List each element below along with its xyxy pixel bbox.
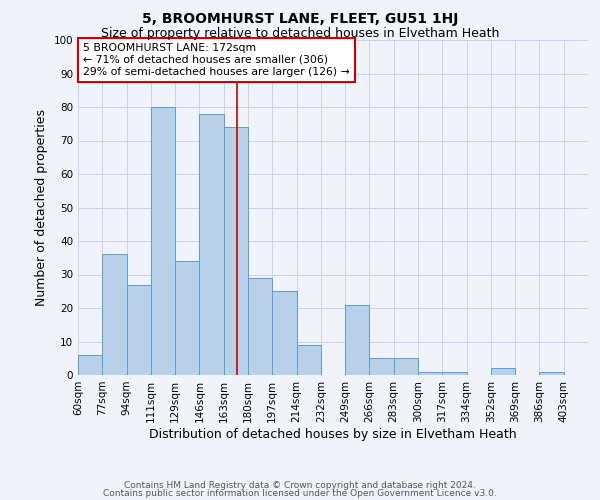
Bar (539, 372, 564, 375)
Bar (418, 372, 442, 375)
Text: Contains public sector information licensed under the Open Government Licence v3: Contains public sector information licen… (103, 488, 497, 498)
Bar (345, 304, 370, 375)
Text: 5, BROOMHURST LANE, FLEET, GU51 1HJ: 5, BROOMHURST LANE, FLEET, GU51 1HJ (142, 12, 458, 26)
Bar (370, 358, 394, 375)
Bar (394, 358, 418, 375)
Bar (224, 127, 248, 375)
Text: Size of property relative to detached houses in Elvetham Heath: Size of property relative to detached ho… (101, 28, 499, 40)
X-axis label: Distribution of detached houses by size in Elvetham Heath: Distribution of detached houses by size … (149, 428, 517, 440)
Bar (248, 278, 272, 375)
Bar (78, 355, 102, 375)
Bar (442, 372, 467, 375)
Bar (272, 291, 296, 375)
Bar (296, 345, 321, 375)
Y-axis label: Number of detached properties: Number of detached properties (35, 109, 48, 306)
Bar (102, 254, 127, 375)
Bar (199, 114, 224, 375)
Bar (491, 368, 515, 375)
Bar (175, 261, 199, 375)
Bar (151, 107, 175, 375)
Text: Contains HM Land Registry data © Crown copyright and database right 2024.: Contains HM Land Registry data © Crown c… (124, 481, 476, 490)
Text: 5 BROOMHURST LANE: 172sqm
← 71% of detached houses are smaller (306)
29% of semi: 5 BROOMHURST LANE: 172sqm ← 71% of detac… (83, 44, 350, 76)
Bar (127, 284, 151, 375)
